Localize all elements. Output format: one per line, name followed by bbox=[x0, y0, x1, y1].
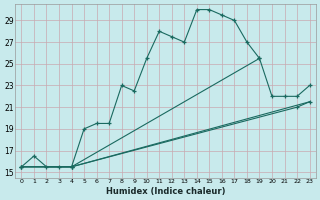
X-axis label: Humidex (Indice chaleur): Humidex (Indice chaleur) bbox=[106, 187, 225, 196]
